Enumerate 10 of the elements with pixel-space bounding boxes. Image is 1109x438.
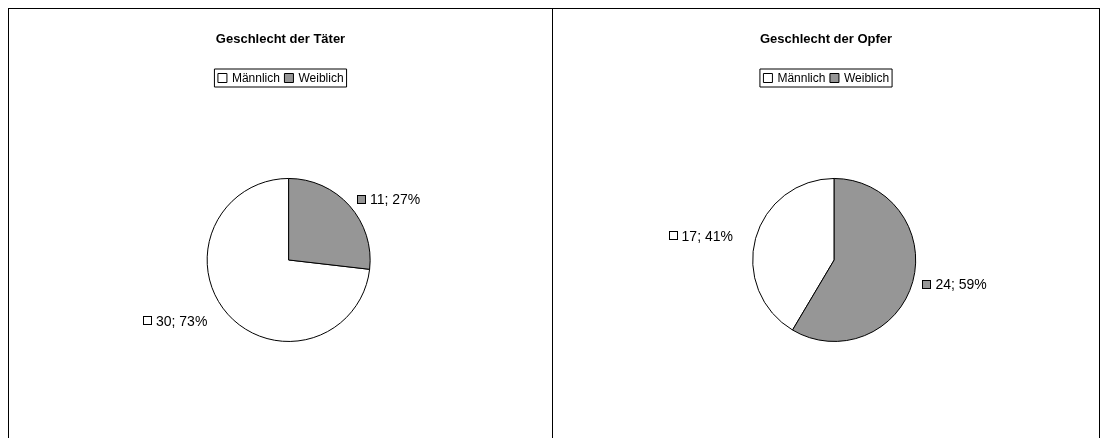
data-label: 30; 73% [155,312,208,329]
legend-label: Männlich [777,71,826,85]
chart-title: Geschlecht der Täter [215,31,346,46]
legend-label: Weiblich [298,71,344,85]
chart-title: Geschlecht der Opfer [759,31,893,46]
legend-label: Weiblich [843,71,890,85]
data-label: 17; 41% [681,227,733,244]
data-label: 11; 27% [369,191,421,208]
legend-label: Männlich [231,71,280,85]
data-label: 24; 59% [935,276,987,293]
